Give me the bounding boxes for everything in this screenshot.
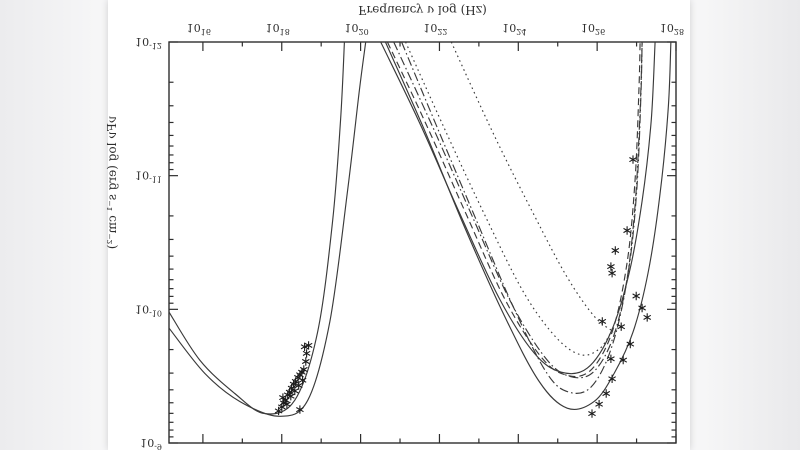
asterisk-marker [638, 303, 646, 313]
x-tick-label: 1024 [502, 21, 526, 36]
asterisk-marker [299, 365, 308, 374]
asterisk-marker [607, 262, 615, 271]
asterisk-marker [588, 409, 596, 418]
y-tick-label: 10-9 [140, 436, 162, 450]
asterisk-marker [296, 405, 304, 414]
asterisk-marker [286, 392, 295, 401]
x-tick-label: 1018 [266, 21, 290, 36]
asterisk-marker [595, 400, 603, 409]
curve-absorbed-dotted-1 [405, 41, 614, 356]
x-tick-label: 1026 [581, 21, 605, 36]
axis-ticks [169, 41, 677, 444]
figure-page [108, 0, 690, 450]
asterisk-marker [643, 313, 652, 322]
asterisk-marker [602, 389, 611, 398]
asterisk-marker [629, 155, 637, 164]
asterisk-marker [608, 268, 616, 278]
curve-absorbed-dotted-2 [450, 41, 615, 333]
x-tick-label: 1020 [345, 21, 369, 36]
curve-ic-solid-lower [384, 41, 672, 410]
asterisk-marker [294, 381, 303, 390]
asterisk-marker [304, 341, 313, 350]
asterisk-marker [302, 349, 311, 358]
curve-ic-dot-dashed-upper [393, 41, 643, 379]
tick-labels: 1016 1018 1020 1022 1024 1026 1028 10-12 10-11 10… [135, 21, 684, 450]
model-curves [168, 41, 672, 417]
axes-frame [168, 41, 677, 444]
asterisk-marker [300, 342, 309, 352]
data-points [274, 155, 652, 418]
asterisk-marker [598, 317, 607, 326]
asterisk-marker [290, 386, 299, 396]
x-tick-label: 1028 [660, 21, 684, 36]
asterisk-marker [301, 357, 310, 366]
curve-synchrotron-model-2 [168, 41, 367, 417]
asterisk-marker [608, 374, 616, 384]
mirrored-figure: 1016 1018 1020 1022 1024 1026 1028 10-12 10-11 10… [105, 3, 684, 450]
y-tick-label: 10-11 [135, 169, 162, 184]
asterisk-marker [283, 400, 291, 409]
asterisk-marker [626, 339, 635, 349]
asterisk-marker [632, 291, 641, 301]
x-axis-title: Frequency ν log (Hz) [358, 3, 487, 17]
y-tick-label: 10-10 [135, 302, 162, 317]
y-tick-label: 10-12 [135, 35, 162, 50]
asterisk-marker [607, 354, 615, 364]
asterisk-marker [623, 226, 631, 235]
asterisk-marker [617, 322, 626, 331]
x-tick-label: 1016 [187, 21, 211, 36]
curve-synchrotron-model-1 [168, 41, 345, 415]
curve-ic-dashed [386, 41, 641, 378]
tev-data-points [588, 155, 652, 418]
asterisk-marker [611, 246, 620, 255]
curve-ic-dot-dashed-lower [401, 41, 643, 394]
xray-data-points [274, 341, 313, 416]
y-axis-title: νFν log (erg s⁻¹ cm⁻²) [105, 116, 119, 249]
asterisk-marker [298, 375, 307, 385]
asterisk-marker [619, 355, 628, 365]
asterisk-marker [274, 406, 283, 416]
x-tick-label: 1022 [423, 21, 447, 36]
